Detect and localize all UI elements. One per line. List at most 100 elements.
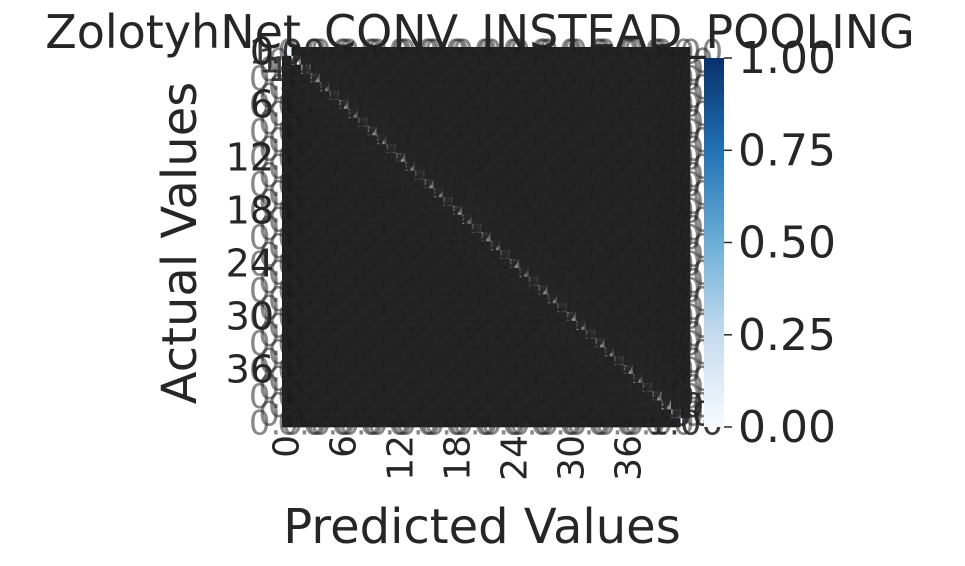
heatmap-cell — [585, 100, 596, 110]
cell-annotation: 0.00 — [496, 280, 572, 320]
heatmap-cell — [329, 232, 340, 242]
cell-annotation: 0.00 — [372, 368, 448, 408]
cell-annotation: 0.00 — [524, 174, 600, 214]
heatmap-cell — [614, 100, 624, 110]
heatmap-cell — [348, 170, 359, 180]
heatmap-cell — [395, 312, 406, 322]
heatmap-cell — [652, 126, 662, 136]
heatmap-cell — [405, 214, 416, 225]
heatmap-cell — [329, 241, 340, 251]
heatmap-cell — [367, 108, 378, 118]
cell-annotation: 0.00 — [543, 130, 619, 170]
heatmap-cell — [500, 338, 511, 348]
heatmap-cell — [329, 108, 340, 118]
heatmap-cell — [661, 241, 672, 251]
cell-annotation: 0.00 — [325, 386, 401, 426]
heatmap-cell — [367, 73, 378, 83]
heatmap-cell — [338, 312, 349, 322]
heatmap-cell — [395, 373, 406, 384]
heatmap-cell — [452, 338, 463, 348]
heatmap-cell — [519, 197, 529, 207]
heatmap-cell — [604, 418, 615, 428]
heatmap-cell — [357, 418, 368, 428]
heatmap-cell — [433, 241, 444, 251]
heatmap-cell — [452, 373, 463, 384]
heatmap-cell — [576, 100, 586, 110]
cell-annotation: 0.00 — [619, 59, 695, 99]
heatmap-cell — [576, 188, 586, 198]
heatmap-cell — [452, 329, 463, 339]
heatmap-cell — [291, 223, 302, 233]
cell-annotation: 0.00 — [258, 77, 334, 117]
heatmap-cell — [652, 285, 662, 295]
heatmap-cell — [348, 267, 359, 278]
heatmap-cell — [566, 91, 577, 101]
heatmap-cell — [471, 418, 482, 428]
heatmap-cell — [509, 214, 520, 225]
cell-annotation: 0.00 — [448, 32, 524, 72]
heatmap-cell — [405, 206, 416, 216]
heatmap-cell — [329, 117, 340, 127]
heatmap-cell — [443, 47, 454, 57]
heatmap-cell — [519, 170, 529, 180]
cell-annotation: 0.00 — [410, 253, 486, 293]
heatmap-cell — [500, 347, 511, 357]
cell-annotation: 0.00 — [363, 218, 439, 258]
cell-annotation: 0.00 — [439, 147, 515, 187]
cell-annotation: 0.00 — [628, 262, 704, 302]
heatmap-cell — [633, 55, 643, 65]
heatmap-cell — [471, 276, 482, 286]
heatmap-cell — [519, 214, 529, 225]
heatmap-cell — [547, 418, 558, 428]
heatmap-cell — [319, 303, 330, 313]
heatmap-cell — [614, 338, 624, 348]
cell-annotation: 0.00 — [306, 351, 382, 391]
heatmap-cell — [671, 135, 681, 145]
heatmap-cell — [443, 320, 454, 331]
heatmap-cell — [443, 55, 454, 65]
heatmap-cell — [348, 409, 359, 419]
heatmap-cell-diagonal — [443, 197, 454, 207]
heatmap-cell — [348, 276, 359, 286]
heatmap-cell — [471, 188, 482, 198]
heatmap-cell — [443, 285, 454, 295]
heatmap-cell — [614, 214, 624, 225]
heatmap-cell — [348, 400, 359, 410]
heatmap-cell — [614, 153, 624, 163]
heatmap-cell — [490, 188, 501, 198]
heatmap-cell — [500, 135, 511, 145]
cell-annotation: 1.00 — [505, 271, 581, 311]
heatmap-cell — [414, 188, 425, 198]
heatmap-cell — [519, 91, 529, 101]
heatmap-cell — [652, 206, 662, 216]
heatmap-cell — [633, 276, 643, 286]
heatmap-cell — [329, 206, 340, 216]
heatmap-cell — [519, 409, 529, 419]
heatmap-cell — [395, 100, 406, 110]
heatmap-cell — [623, 108, 634, 118]
heatmap-cell — [452, 409, 463, 419]
heatmap-cell — [300, 82, 311, 92]
heatmap-cell — [433, 47, 444, 57]
heatmap-cell — [433, 267, 444, 278]
cell-annotation: 0.00 — [334, 298, 410, 338]
cell-annotation: 1.00 — [448, 218, 524, 258]
heatmap-cell — [604, 241, 615, 251]
heatmap-cell — [462, 64, 473, 74]
cell-annotation: 0.00 — [448, 85, 524, 125]
cell-annotation: 0.00 — [344, 130, 420, 170]
heatmap-cell — [557, 206, 567, 216]
heatmap-cell — [642, 73, 653, 83]
heatmap-cell — [414, 47, 425, 57]
heatmap-cell — [386, 276, 397, 286]
heatmap-cell — [633, 197, 643, 207]
heatmap-cell — [519, 418, 529, 428]
heatmap-cell — [319, 232, 330, 242]
x-tick-label: 0 — [267, 435, 308, 458]
heatmap-cell — [680, 188, 691, 198]
cell-annotation: 0.00 — [353, 121, 429, 161]
cell-annotation: 0.00 — [619, 298, 695, 338]
heatmap-cell — [348, 365, 359, 375]
cell-annotation: 0.00 — [477, 112, 553, 152]
heatmap-cell — [481, 100, 492, 110]
